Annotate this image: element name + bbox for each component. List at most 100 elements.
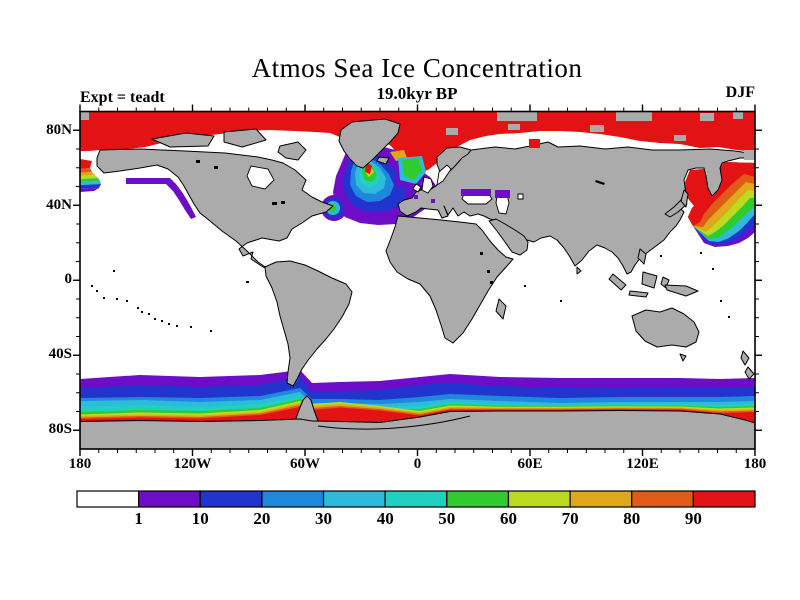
land-tasmania [679, 353, 687, 362]
np-red [688, 162, 755, 226]
wrap-purple [80, 188, 99, 192]
colorbar-segment [631, 490, 694, 508]
colorbar-label-70: 70 [561, 509, 579, 528]
franz-josef-cell [508, 124, 520, 130]
lon-label-60w: 60W [290, 456, 320, 472]
wrap-cyan [80, 181, 101, 185]
colorbar-segment [138, 490, 201, 508]
arctic-land-cells [80, 112, 755, 160]
lon-label-180e: 180 [743, 456, 767, 472]
wrap-green [80, 178, 100, 182]
nova-scotia-ice-patch [321, 195, 347, 221]
aral-sea [517, 193, 524, 200]
experiment-label: Expt = teadt [80, 89, 165, 106]
colorbar-segment [446, 490, 510, 508]
colorbar-label-50: 50 [438, 509, 456, 528]
land-philippines [637, 248, 647, 265]
land-arctic-islands-1 [151, 132, 215, 148]
land-java [628, 290, 649, 298]
land-new-zealand-south [744, 366, 755, 380]
lon-label-120e: 120E [626, 456, 659, 472]
lat-label-40n: 40N [46, 197, 72, 213]
antarctic-mainland [80, 409, 755, 449]
land-south-america [264, 260, 353, 387]
colorbar-segment [384, 490, 448, 508]
nw-green [402, 158, 422, 180]
arctic-cell [80, 112, 89, 120]
uk-fringe-3 [431, 199, 435, 203]
wrap-amber [80, 172, 95, 176]
colorbar-segment [507, 490, 571, 508]
antarctic-coast-detail [317, 415, 471, 430]
wrangel-cell [744, 150, 755, 160]
caspian-fringe [495, 190, 510, 198]
lat-label-40s: 40S [48, 346, 72, 362]
axis-ticks [73, 104, 762, 456]
ireland-island [412, 183, 422, 193]
bering-fringe [126, 178, 196, 219]
lon-label-180w: 180 [68, 456, 92, 472]
norwegian-sea-ice-patch [390, 150, 426, 190]
subtitle-age: 19.0kyr BP [376, 84, 458, 103]
colorbar-label-30: 30 [315, 509, 332, 528]
antarctica [80, 395, 755, 449]
arctic-cell [497, 112, 537, 121]
page-title: Atmos Sea Ice Concentration [251, 53, 583, 83]
colorbar-label-80: 80 [623, 509, 641, 528]
land-sumatra [608, 273, 627, 291]
baltic-sea [436, 164, 452, 186]
colorbar-label-1: 1 [134, 509, 143, 528]
arctic-cell [733, 112, 743, 119]
uk-fringe-2 [414, 195, 418, 199]
lon-label-60e: 60E [517, 456, 543, 472]
lon-label-0: 0 [413, 456, 422, 472]
land-sakhalin [680, 189, 689, 208]
land-africa [385, 215, 514, 344]
arctic-ice-cap [80, 111, 755, 172]
land-eurasia [397, 141, 755, 275]
hudson-bay [246, 165, 275, 190]
inland-red-cell [529, 139, 540, 148]
coastal-ice-fringes [126, 178, 510, 219]
land-madagascar [495, 298, 507, 320]
land-japan [664, 198, 688, 218]
colorbar-segment [569, 490, 633, 508]
nw-pacific-ice-tongue [685, 162, 755, 247]
lat-label-eq: 0 [64, 271, 73, 287]
colorbar-label-20: 20 [253, 509, 271, 528]
antarctic-peninsula [294, 395, 319, 422]
lat-label-80s: 80S [48, 421, 72, 437]
colorbar-label-60: 60 [500, 509, 517, 528]
land-masses [96, 118, 755, 387]
colorbar-label-10: 10 [191, 509, 209, 528]
wrap-orange [80, 168, 92, 173]
uk-fringe-1 [408, 185, 413, 189]
land-india-srilanka [576, 266, 582, 275]
svalbard-cell [446, 128, 458, 135]
land-north-america [96, 148, 334, 270]
colorbar-label-90: 90 [684, 509, 702, 528]
wrap-yellowgreen [80, 175, 98, 179]
colorbar-segment [199, 490, 263, 508]
black-sea-fringe [461, 189, 491, 196]
land-baffin [277, 141, 307, 161]
land-greenland [338, 118, 401, 169]
land-iceland [376, 156, 390, 165]
new-siberian-cell [674, 135, 686, 141]
lat-label-80n: 80N [46, 122, 72, 138]
land-borneo [641, 271, 658, 289]
land-new-guinea [664, 284, 699, 297]
wrap-blue [80, 184, 101, 189]
colorbar-segment [692, 490, 756, 508]
arctic-cell [616, 112, 652, 121]
land-australia [631, 307, 700, 348]
wrap-red [80, 159, 92, 169]
land-arctic-islands-2 [223, 128, 267, 148]
colorbar-segment [76, 490, 140, 508]
severnaya-cell [590, 125, 604, 132]
colorbar-segment [322, 490, 386, 508]
lon-label-120w: 120W [173, 456, 212, 472]
season-label: DJF [725, 84, 755, 101]
